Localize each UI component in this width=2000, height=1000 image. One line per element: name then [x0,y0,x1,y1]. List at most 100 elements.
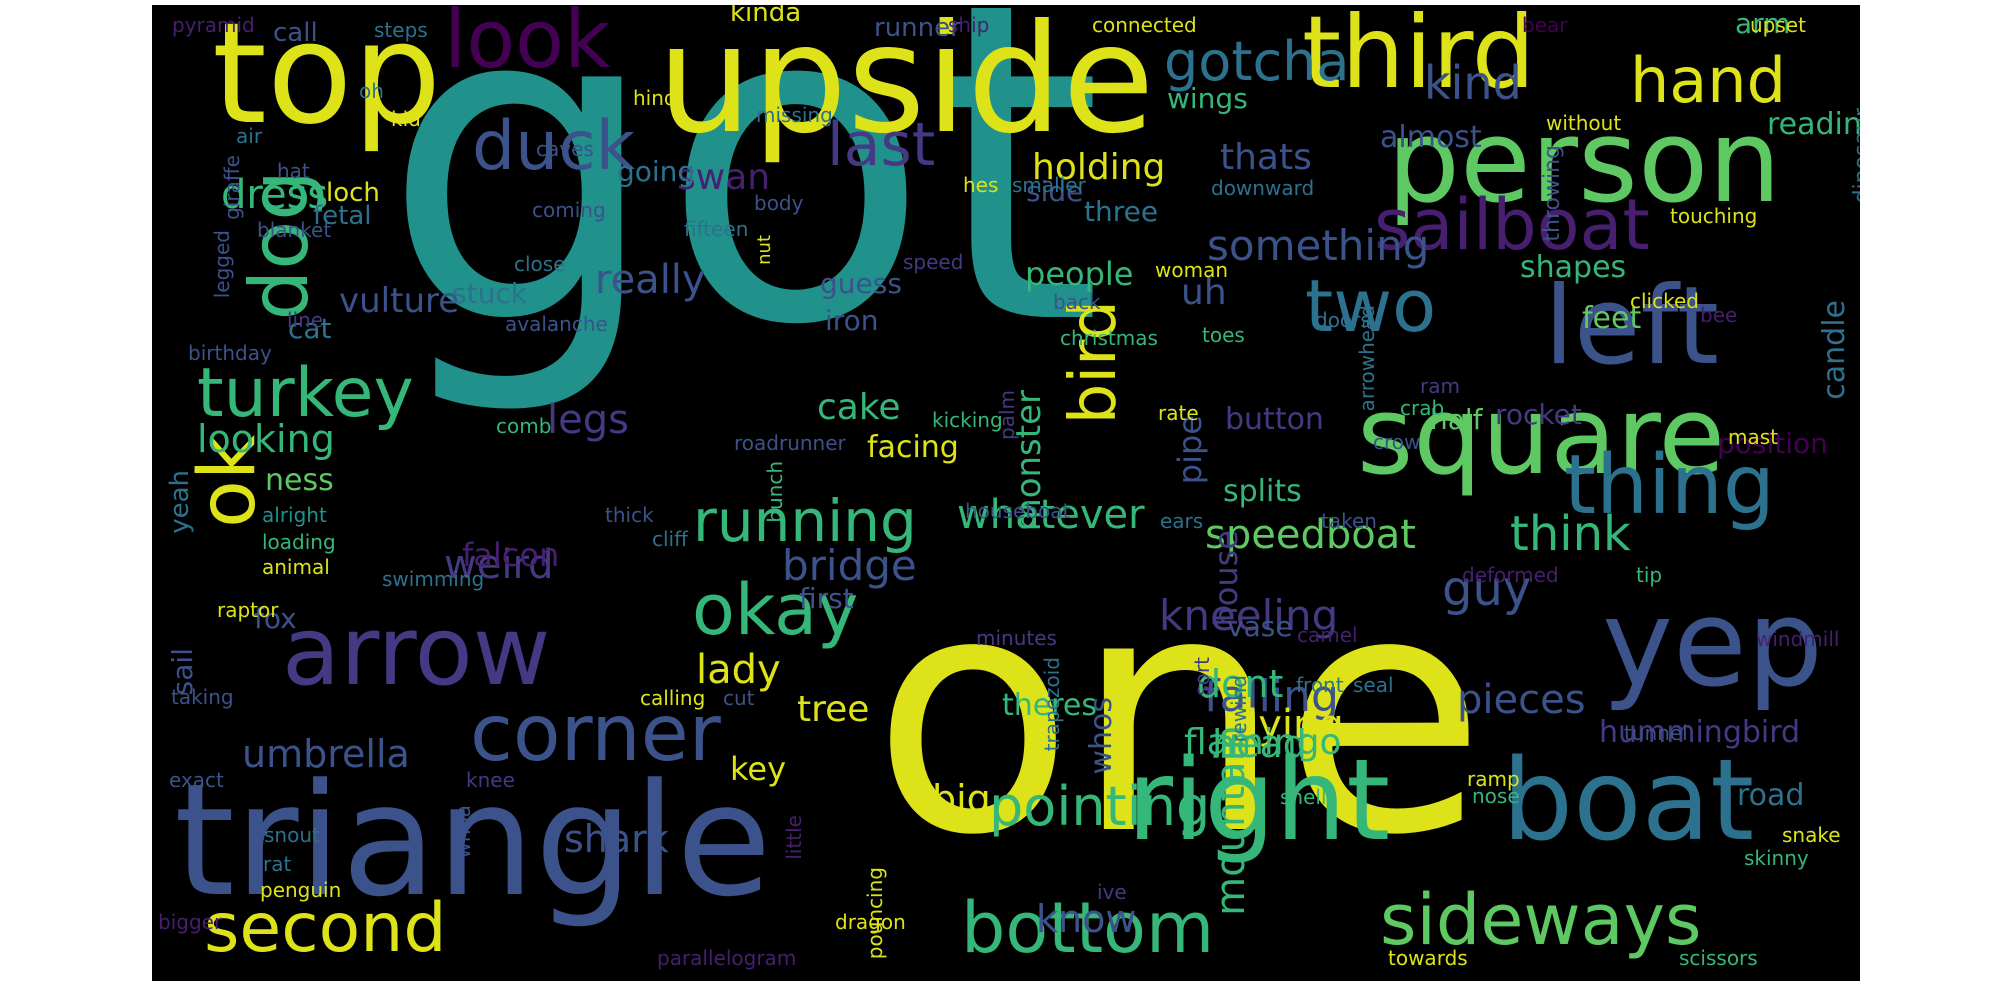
word-speedboat: speedboat [1205,512,1416,558]
word-ow: ow [1340,718,1369,742]
word-kind: kind [1424,56,1522,110]
word-roadrunner: roadrunner [734,431,846,455]
word-without: without [1546,111,1622,135]
word-ram: ram [1420,374,1460,398]
word-cat: cat [288,312,332,345]
word-speed: speed [903,250,964,274]
word-tree: tree [797,689,870,730]
word-ramp: ramp [1467,767,1520,791]
word-cake: cake [817,387,901,428]
word-corner: corner [470,689,721,779]
word-sort: sort [1190,657,1214,696]
word-exact: exact [169,768,224,792]
word-ness: ness [265,463,334,498]
word-tip: tip [1636,563,1663,587]
word-pyramid: pyramid [172,13,255,37]
word-legged: legged [210,230,234,299]
word-pieces: pieces [1457,677,1586,723]
word-christmas: christmas [1060,326,1158,350]
word-parallelogram: parallelogram [657,946,797,970]
word-woman: woman [1155,258,1229,282]
word-doors: doors [1315,308,1371,332]
word-hind: hind [633,86,677,110]
word-nose: nose [1472,784,1520,808]
word-crow: crow [1373,430,1421,454]
word-triangle: triangle [174,750,772,931]
word-lady: lady [696,647,781,693]
word-one: one [872,523,1487,907]
word-swimming: swimming [382,567,485,591]
word-birthday: birthday [188,341,272,365]
word-shell: shell [1280,785,1327,809]
word-bear: bear [1522,13,1568,37]
word-oh: oh [359,79,384,103]
word-close: close [514,252,566,276]
word-first: first [799,582,854,615]
word-got: got [382,5,1104,421]
word-falcon: falcon [462,536,560,574]
word-left: left [1544,264,1719,389]
word-stuck: stuck [452,277,527,310]
word-throwing: throwing [1540,145,1565,242]
word-square: square [1357,374,1725,499]
word-snake: snake [1782,823,1841,847]
word-cliff: cliff [652,527,688,551]
word-tunnel: tunnel [1624,721,1688,745]
word-air: air [236,124,263,148]
word-third: third [1302,5,1536,111]
word-upset: upset [1750,13,1806,37]
word-running: running [693,487,917,555]
word-okay: okay [692,569,859,651]
word-rocket: rocket [1495,398,1582,431]
word-arm: arm [1735,7,1791,40]
word-yep: yep [1602,575,1824,714]
word-reading: reading [1767,107,1860,142]
word-bunch: bunch [763,461,787,523]
word-arrow: arrow [282,597,551,707]
word-nut: nut [754,235,775,265]
word-knee: knee [466,768,515,792]
word-upside: upside [657,5,1155,167]
word-comb: comb [496,414,552,438]
word-whos: whos [1084,697,1119,775]
word-really: really [595,257,706,303]
word-front: front [1296,673,1344,697]
word-dragon: dragon [835,910,906,934]
word-turkey: turkey [197,354,414,433]
word-mast: mast [1728,425,1778,449]
word-sailboat: sailboat [1374,184,1650,266]
word-runner: runner [874,13,961,43]
word-toes: toes [1202,323,1245,347]
word-weird: weird [444,542,554,588]
word-bridge: bridge [782,541,917,590]
word-candle: candle [1817,300,1852,400]
word-something: something [1207,221,1430,270]
word-yeah: yeah [165,470,195,534]
word-windmill: windmill [1756,627,1840,651]
word-person: person [1387,95,1782,229]
word-vulture: vulture [339,281,460,321]
word-line: line [287,308,324,332]
word-dinosaur: dinosaur [1850,108,1860,204]
word-thing: thing [1564,438,1775,533]
word-button: button [1225,402,1324,437]
word-hat: hat [277,159,310,183]
word-taken: taken [1321,509,1377,533]
word-minutes: minutes [976,626,1057,650]
word-umbrella: umbrella [242,732,410,776]
word-animal: animal [262,555,330,579]
word-deformed: deformed [1462,563,1559,587]
word-right: right [1127,736,1391,866]
word-downward: downward [1211,176,1315,200]
word-three: three [1084,195,1159,228]
word-touching: touching [1670,204,1758,228]
word-people: people [1025,255,1134,293]
word-shapes: shapes [1520,250,1627,285]
word-trapezoid: trapezoid [1040,657,1064,752]
word-giraffe: giraffe [220,155,244,220]
word-going: going [617,155,696,188]
word-thats: thats [1220,137,1312,178]
word-blanket: blanket [257,218,332,242]
word-whatever: whatever [957,492,1145,538]
word-loch: loch [326,178,380,208]
